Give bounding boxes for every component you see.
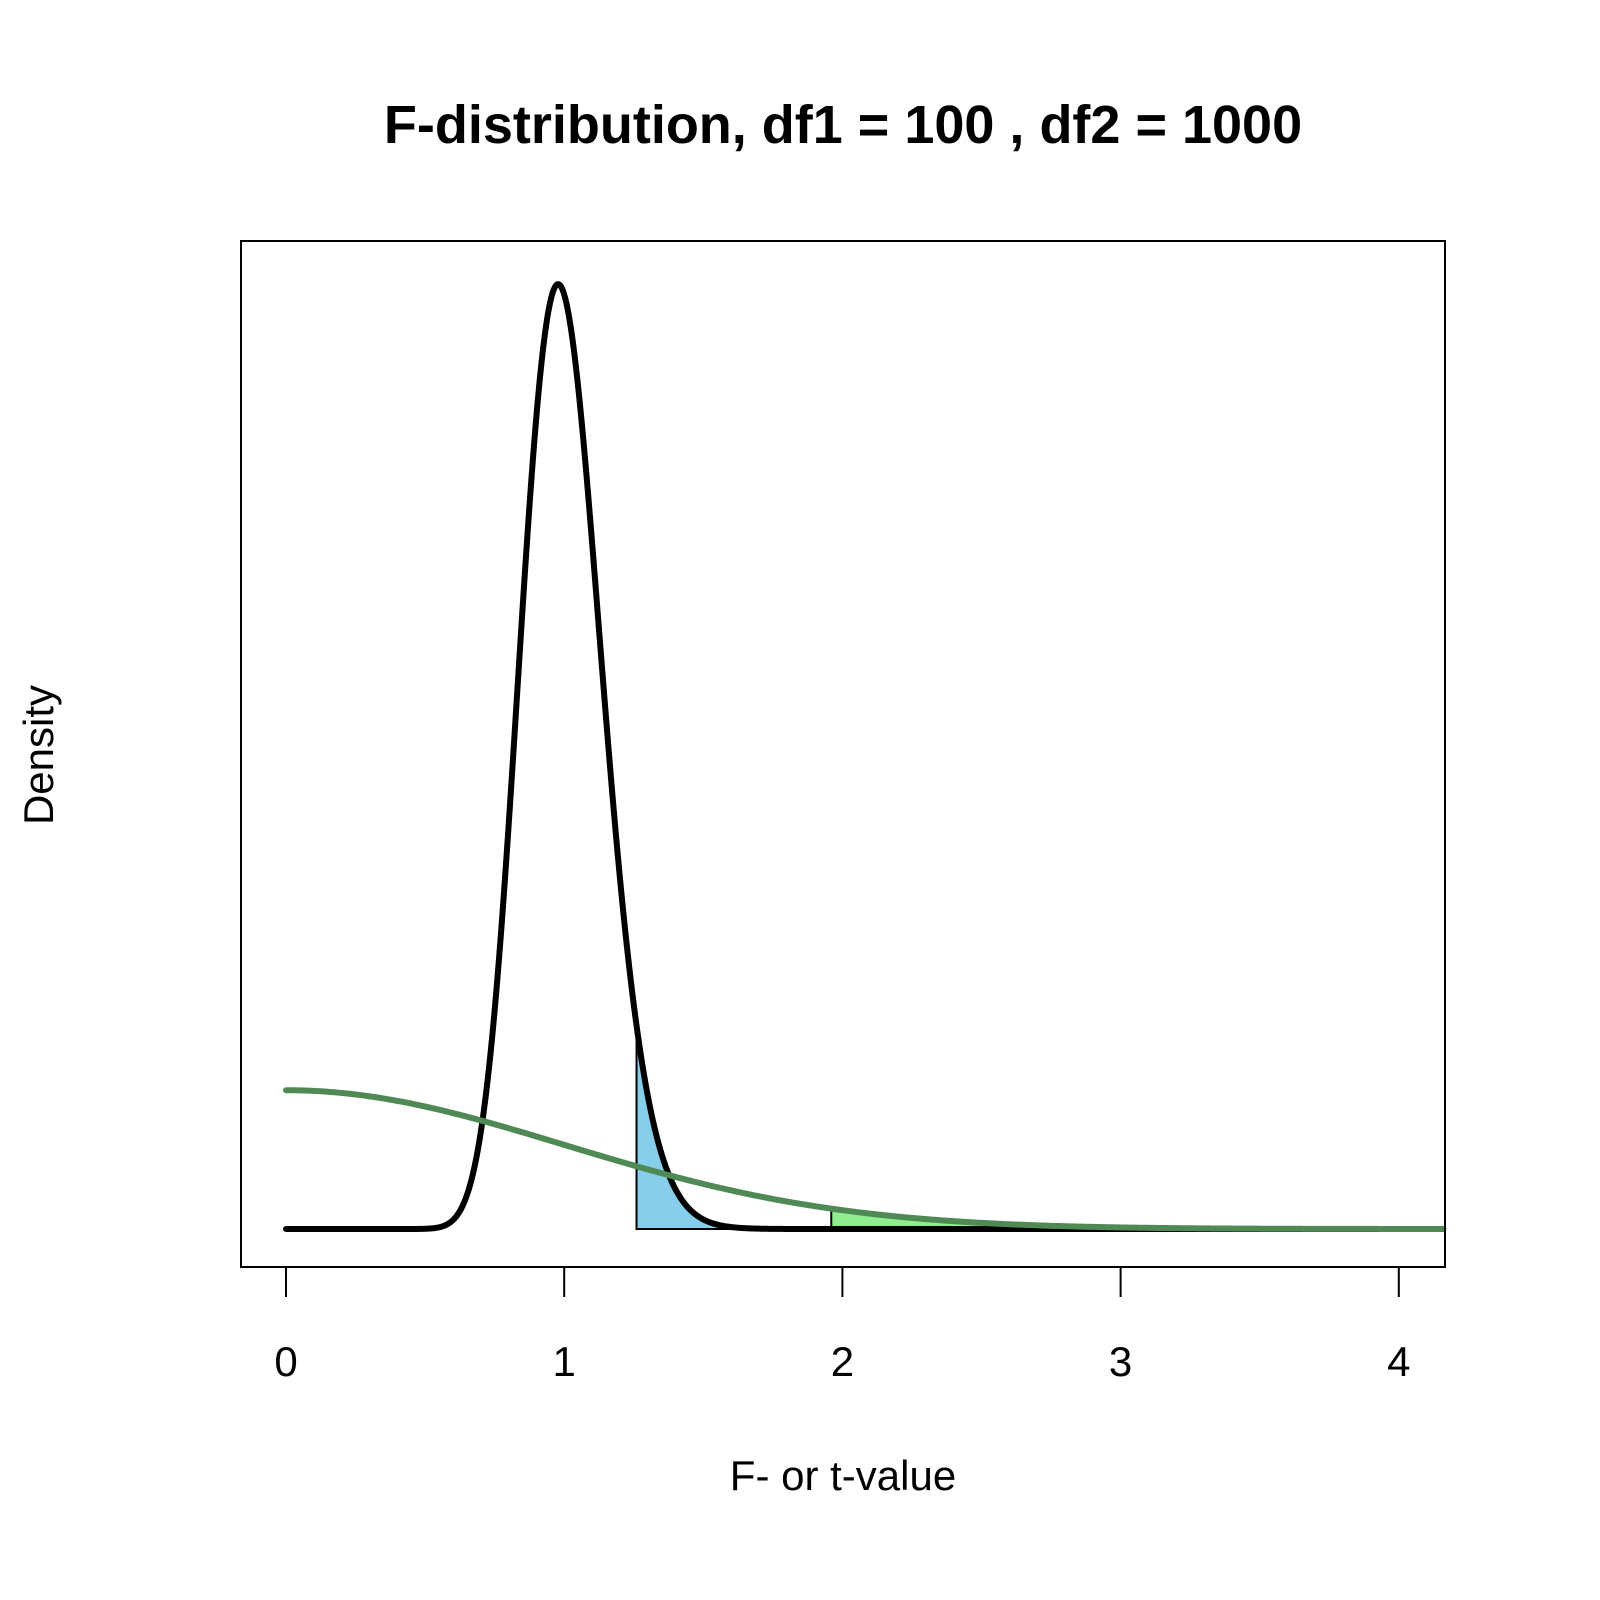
x-tick-label: 2 [831,1338,854,1385]
x-tick-label: 0 [274,1338,297,1385]
f-density-curve [283,281,1447,1232]
x-tick-label: 4 [1387,1338,1410,1385]
plot-frame [240,240,1446,1268]
x-tick-label: 3 [1109,1338,1132,1385]
x-tick-label: 1 [553,1338,576,1385]
x-axis-label: F- or t-value [730,1452,956,1499]
chart-title: F-distribution, df1 = 100 , df2 = 1000 [384,95,1302,155]
t-density-curve [283,1087,1447,1232]
x-axis: 0 1 2 3 4 [274,1266,1445,1385]
y-axis-label: Density [15,685,62,825]
plot-area [283,281,1447,1232]
